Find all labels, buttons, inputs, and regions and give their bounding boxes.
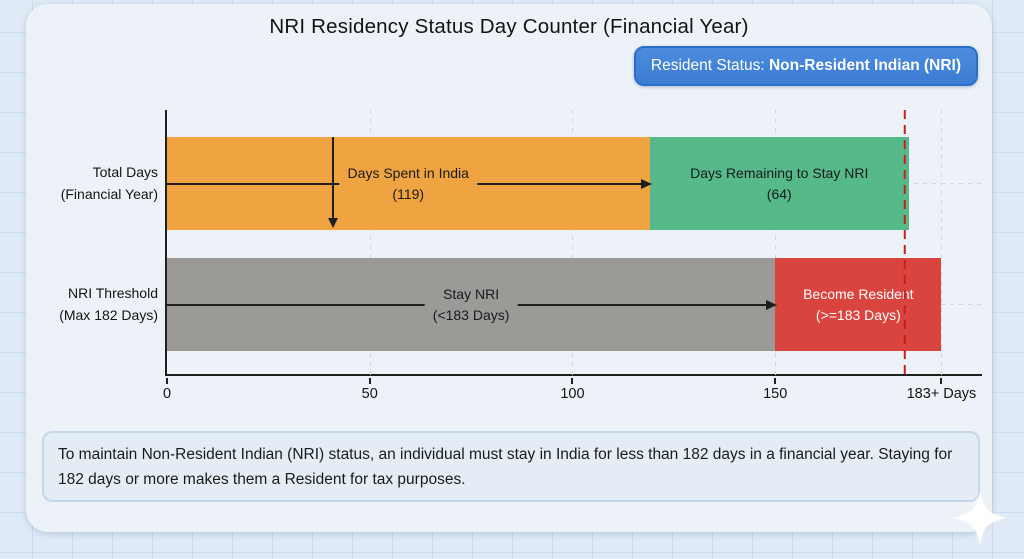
x-axis-tick bbox=[940, 378, 943, 384]
page-title: NRI Residency Status Day Counter (Financ… bbox=[269, 15, 749, 38]
arrowhead-right-icon bbox=[766, 299, 778, 310]
resident-status-badge: Resident Status: Non-Resident Indian (NR… bbox=[633, 46, 978, 86]
segment-label-line: Days Spent in India bbox=[347, 164, 469, 181]
segment-value-line: (<183 Days) bbox=[432, 306, 510, 323]
bar-segment-label: Become Resident (>=183 Days) bbox=[795, 281, 922, 328]
threshold-dashed-line bbox=[903, 110, 907, 376]
y-axis-category-label: Total Days (Financial Year) bbox=[28, 162, 158, 205]
segment-value-line: (>=183 Days) bbox=[815, 306, 901, 323]
segment-label-line: Become Resident bbox=[803, 285, 914, 302]
x-gridline bbox=[369, 110, 371, 376]
footer-note: To maintain Non-Resident Indian (NRI) st… bbox=[42, 431, 980, 502]
badge-value: Non-Resident Indian (NRI) bbox=[768, 57, 961, 74]
x-axis-tick bbox=[571, 378, 574, 384]
category-label-line: (Max 182 Days) bbox=[59, 306, 158, 323]
x-axis-tick bbox=[368, 378, 371, 384]
down-arrow-icon bbox=[328, 137, 339, 228]
plot-area: 0 50 100 150 183+ Days Days Spent in India (11… bbox=[59, 110, 982, 402]
bar-segment-label: Stay NRI (<183 Days) bbox=[424, 281, 518, 328]
x-axis-tick bbox=[166, 378, 168, 384]
x-axis-tick-label: 100 bbox=[560, 386, 585, 402]
y-axis-category-label: NRI Threshold (Max 182 Days) bbox=[28, 283, 158, 326]
arrowhead-right-icon bbox=[640, 178, 652, 189]
category-label-line: (Financial Year) bbox=[60, 185, 158, 202]
x-gridline bbox=[775, 110, 777, 376]
segment-value-line: (64) bbox=[766, 185, 792, 202]
segment-value-line: (119) bbox=[392, 185, 425, 202]
footer-text: To maintain Non-Resident Indian (NRI) st… bbox=[58, 446, 953, 488]
bar-segment-label: Days Spent in India (119) bbox=[339, 160, 477, 207]
bar-segment-label: Days Remaining to Stay NRI (64) bbox=[682, 160, 877, 207]
segment-label-line: Days Remaining to Stay NRI bbox=[690, 164, 869, 181]
main-card: NRI Residency Status Day Counter (Financ… bbox=[26, 4, 1007, 545]
badge-label: Resident Status: bbox=[650, 57, 769, 74]
x-gridline bbox=[572, 110, 574, 376]
segment-label-line: Stay NRI bbox=[443, 285, 500, 302]
category-label-line: Total Days bbox=[92, 164, 158, 180]
x-axis-tick-label: 50 bbox=[361, 386, 378, 402]
x-axis-tick-label: 183+ Days bbox=[906, 386, 977, 402]
sparkle-icon bbox=[953, 491, 1007, 545]
x-gridline bbox=[941, 110, 943, 376]
x-axis-tick bbox=[774, 378, 777, 384]
x-axis-tick-label: 0 bbox=[162, 386, 172, 402]
x-axis-tick-label: 150 bbox=[763, 386, 788, 402]
down-arrowhead-icon bbox=[328, 218, 339, 228]
category-label-line: NRI Threshold bbox=[67, 285, 158, 301]
